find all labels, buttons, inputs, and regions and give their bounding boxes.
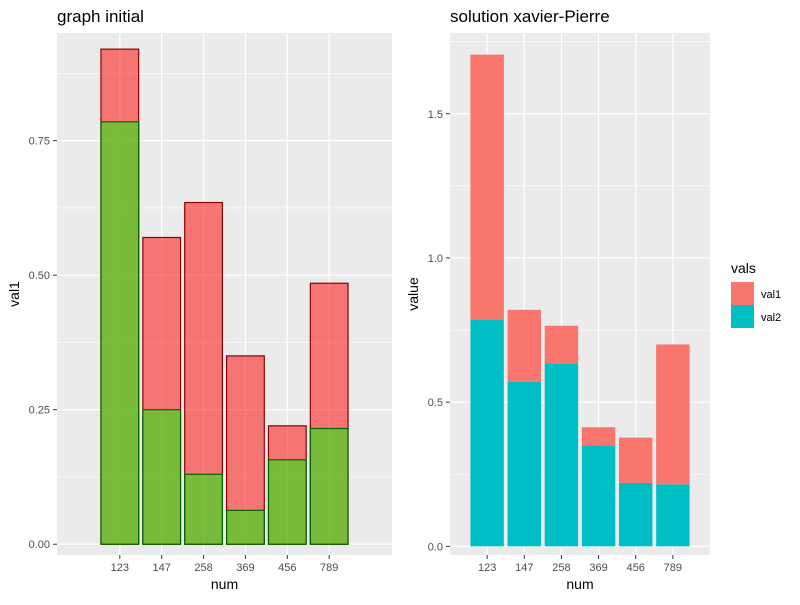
x-tick-label: 258 xyxy=(194,562,212,574)
bar-series-2-258 xyxy=(184,473,224,545)
bar-series-2-369 xyxy=(225,509,265,545)
left-y-ticks: 0.00 0.25 0.50 0.75 xyxy=(29,136,57,551)
left-y-axis-title: val1 xyxy=(6,281,22,307)
right-y-ticks: 0.0 0.5 1.0 1.5 xyxy=(428,109,450,553)
legend-label-val2: val2 xyxy=(761,312,781,324)
y-tick-label: 0.50 xyxy=(29,270,50,282)
y-tick-label: 0.0 xyxy=(428,541,443,553)
bar-val1-456 xyxy=(619,437,653,483)
x-tick-label: 789 xyxy=(664,562,682,574)
bar-val1-789 xyxy=(656,344,690,485)
right-x-ticks: 123 147 258 369 456 789 xyxy=(478,555,682,574)
bar-val2-456 xyxy=(619,482,653,547)
bar-series-2-123 xyxy=(100,121,140,545)
legend-title: vals xyxy=(731,260,756,276)
y-tick-label: 0.25 xyxy=(29,405,50,417)
x-tick-label: 456 xyxy=(278,562,296,574)
bar-val2-147 xyxy=(507,381,541,547)
bar-val1-369 xyxy=(581,427,616,446)
left-chart-title: graph initial xyxy=(57,7,144,26)
x-tick-label: 147 xyxy=(515,562,533,574)
bar-val2-789 xyxy=(656,484,690,547)
bar-val1-258 xyxy=(544,325,579,364)
legend-key-val2 xyxy=(731,305,754,328)
right-bars xyxy=(470,54,690,547)
x-tick-label: 369 xyxy=(589,562,607,574)
left-x-ticks: 123 147 258 369 456 789 xyxy=(111,555,338,574)
x-tick-label: 789 xyxy=(320,562,338,574)
y-tick-label: 1.0 xyxy=(428,253,443,265)
x-tick-label: 369 xyxy=(236,562,254,574)
left-bars xyxy=(100,48,349,545)
bar-series-2-456 xyxy=(267,459,307,545)
y-tick-label: 0.5 xyxy=(428,397,443,409)
left-x-axis-title: num xyxy=(211,576,238,592)
right-x-axis-title: num xyxy=(566,576,593,592)
y-tick-label: 1.5 xyxy=(428,109,443,121)
bar-val1-147 xyxy=(507,309,541,382)
x-tick-label: 258 xyxy=(552,562,570,574)
bar-val2-123 xyxy=(470,319,504,547)
y-tick-label: 0.00 xyxy=(29,539,50,551)
y-tick-label: 0.75 xyxy=(29,136,50,148)
x-tick-label: 147 xyxy=(153,562,171,574)
x-tick-label: 123 xyxy=(111,562,129,574)
x-tick-label: 123 xyxy=(478,562,496,574)
bar-val2-258 xyxy=(544,363,579,547)
legend-label-val1: val1 xyxy=(761,289,781,301)
legend: vals val1 val2 xyxy=(731,260,781,328)
right-y-axis-title: value xyxy=(405,277,421,311)
bar-series-2-789 xyxy=(309,427,349,545)
bar-val1-123 xyxy=(470,54,504,320)
right-chart-title: solution xavier-Pierre xyxy=(450,7,610,26)
bar-val2-369 xyxy=(581,445,616,547)
bar-series-2-147 xyxy=(142,409,182,545)
legend-key-val1 xyxy=(731,282,754,305)
x-tick-label: 456 xyxy=(627,562,645,574)
